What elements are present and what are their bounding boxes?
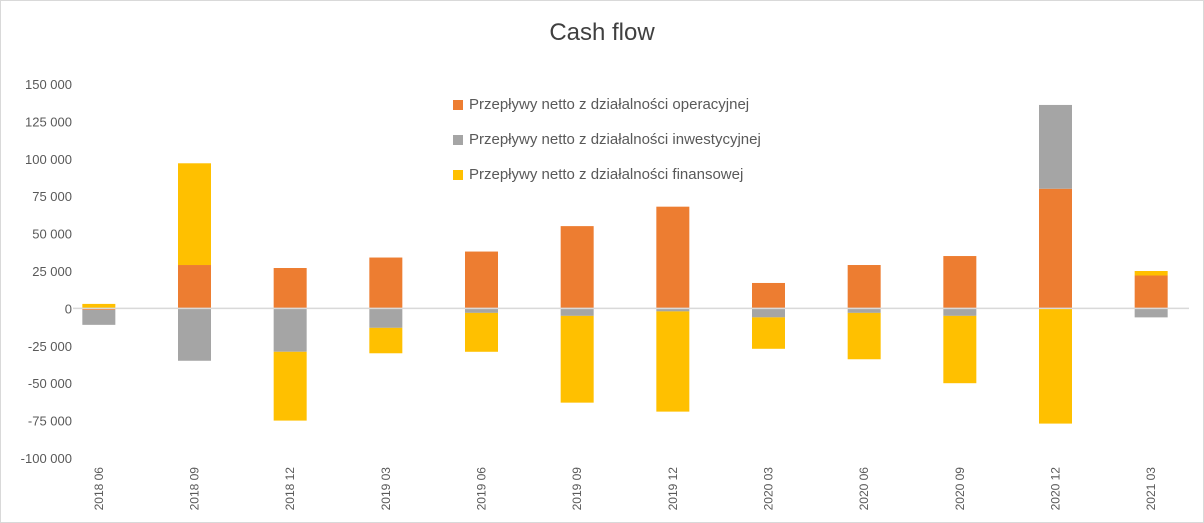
bar-segment xyxy=(943,256,977,309)
bar-segment xyxy=(178,265,211,309)
bar-segment xyxy=(273,308,307,352)
bar-segment xyxy=(847,312,881,360)
y-tick-label: -100 000 xyxy=(21,451,72,466)
bar-segment xyxy=(752,317,785,349)
bar-segment xyxy=(465,312,498,352)
y-tick-label: 25 000 xyxy=(32,264,72,279)
legend-label: Przepływy netto z działalności finansowe… xyxy=(469,166,744,183)
y-tick-label: -75 000 xyxy=(28,414,72,429)
bar-segment xyxy=(752,308,785,318)
y-tick-label: -50 000 xyxy=(28,376,72,391)
bar-segment xyxy=(1039,104,1072,189)
x-tick-label: 2019 12 xyxy=(666,467,680,511)
y-tick-label: 0 xyxy=(65,301,72,316)
legend-swatch xyxy=(453,169,463,180)
x-tick-label: 2020 12 xyxy=(1049,467,1063,511)
bar-segment xyxy=(560,308,594,316)
x-tick-label: 2018 06 xyxy=(92,467,106,511)
bar-segment xyxy=(847,265,881,309)
bar-segment xyxy=(178,163,211,266)
legend-item: Przepływy netto z działalności inwestycy… xyxy=(453,122,761,157)
bar-segment xyxy=(273,351,307,421)
y-tick-label: 75 000 xyxy=(32,189,72,204)
bar-segment xyxy=(943,315,977,384)
bar-segment xyxy=(369,308,403,328)
chart-title: Cash flow xyxy=(549,19,655,46)
y-tick-label: 125 000 xyxy=(25,114,72,129)
x-tick-label: 2018 09 xyxy=(188,467,202,511)
x-tick-label: 2019 03 xyxy=(379,467,393,511)
bar-segment xyxy=(273,268,307,309)
legend-item: Przepływy netto z działalności finansowe… xyxy=(453,157,761,192)
y-tick-label: 150 000 xyxy=(25,77,72,92)
bar-segment xyxy=(1039,188,1072,309)
bar-segment xyxy=(369,327,403,354)
bar-segment xyxy=(847,308,881,313)
x-tick-label: 2020 09 xyxy=(953,467,967,511)
y-tick-label: -25 000 xyxy=(28,339,72,354)
bar-segment xyxy=(178,308,211,361)
x-tick-label: 2019 06 xyxy=(475,467,489,511)
x-tick-label: 2021 03 xyxy=(1144,467,1158,511)
x-tick-label: 2020 06 xyxy=(857,467,871,511)
bar-segment xyxy=(560,226,594,309)
bar-segment xyxy=(656,308,690,312)
bar-segment xyxy=(943,308,977,316)
x-tick-label: 2020 03 xyxy=(762,467,776,511)
legend-item: Przepływy netto z działalności operacyjn… xyxy=(453,87,761,122)
legend-swatch xyxy=(453,99,463,110)
bar-segment xyxy=(656,206,690,309)
bar-segment xyxy=(1039,308,1072,424)
bar-segment xyxy=(1134,271,1168,276)
bar-segment xyxy=(1134,308,1168,318)
bar-segment xyxy=(752,282,785,309)
legend-label: Przepływy netto z działalności operacyjn… xyxy=(469,96,750,113)
bar-segment xyxy=(465,251,498,309)
legend-swatch xyxy=(453,134,463,145)
bar-segment xyxy=(369,257,403,309)
bar-segment xyxy=(560,315,594,403)
x-tick-label: 2018 12 xyxy=(283,467,297,511)
bar-segment xyxy=(656,311,690,412)
y-tick-label: 50 000 xyxy=(32,227,72,242)
bar-segment xyxy=(82,309,116,325)
bar-segment xyxy=(465,308,498,313)
bar-segment xyxy=(1134,275,1168,309)
chart-legend: Przepływy netto z działalności operacyjn… xyxy=(453,87,761,192)
y-tick-label: 100 000 xyxy=(25,152,72,167)
x-tick-label: 2019 09 xyxy=(570,467,584,511)
legend-label: Przepływy netto z działalności inwestycy… xyxy=(469,131,761,148)
bar-segment xyxy=(82,303,116,309)
